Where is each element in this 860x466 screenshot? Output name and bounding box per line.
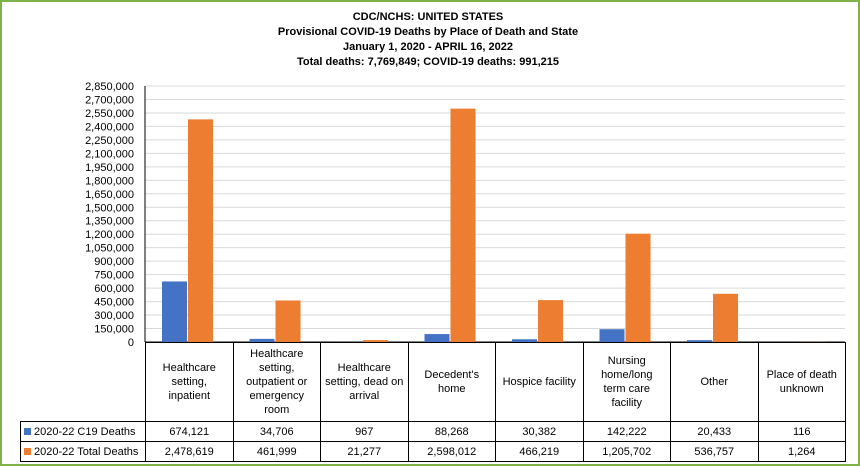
y-tick-label: 1,350,000 <box>85 216 134 228</box>
bar-c19-deaths <box>599 329 625 342</box>
title-line-1: CDC/NCHS: UNITED STATES <box>352 11 504 23</box>
category-label-line: Nursing <box>607 355 646 367</box>
gridlines <box>145 85 845 343</box>
category-label-line: home/long <box>601 369 653 381</box>
category-label-line: unknown <box>779 383 824 395</box>
legend-label-c19: 2020-22 C19 Deaths <box>34 425 136 438</box>
category-label-line: setting, dead on <box>325 376 404 388</box>
y-tick-label: 150,000 <box>94 324 134 336</box>
value-c19-deaths: 20,433 <box>670 421 759 442</box>
category-label-line: home <box>437 383 466 395</box>
bar-c19-deaths <box>249 338 275 342</box>
title-line-3: January 1, 2020 - APRIL 16, 2022 <box>343 41 513 53</box>
value-c19-deaths: 30,382 <box>495 421 584 442</box>
legend-swatch-c19 <box>24 428 31 436</box>
bars <box>162 108 826 343</box>
value-c19-deaths: 142,222 <box>582 421 671 442</box>
bar-c19-deaths <box>687 340 712 342</box>
category-label: Healthcare setting, inpatient <box>145 342 234 422</box>
title-line-4: Total deaths: 7,769,849; COVID-19 deaths… <box>296 56 560 68</box>
legend-c19: 2020-22 C19 Deaths <box>20 421 146 442</box>
category-label-line: Hospice facility <box>502 376 576 388</box>
y-tick-label: 750,000 <box>94 270 134 282</box>
value-total-deaths: 466,219 <box>495 441 584 462</box>
category-label: Nursing home/long term care facility <box>582 342 671 422</box>
category-label-line: Healthcare <box>337 362 391 374</box>
y-tick-label: 1,200,000 <box>85 229 134 241</box>
bar-c19-deaths <box>162 281 187 342</box>
legend-label-total: 2020-22 Total Deaths <box>34 445 139 458</box>
chart-title-block: CDC/NCHS: UNITED STATES Provisional COVI… <box>0 10 856 70</box>
value-total-deaths: 536,757 <box>670 441 759 462</box>
table-row-total: 2020-22 Total Deaths 2,478,619 461,999 21,… <box>20 441 846 462</box>
value-total-deaths: 1,264 <box>757 441 846 462</box>
category-label-line: Healthcare <box>250 348 304 360</box>
category-label: Other <box>670 342 759 422</box>
y-tick-label: 2,100,000 <box>85 148 134 160</box>
category-label: Healthcare setting, dead on arrival <box>320 342 409 422</box>
bar-total-deaths <box>713 293 738 342</box>
category-label-line: facility <box>611 397 643 409</box>
y-tick-label: 1,800,000 <box>85 175 134 187</box>
category-label-line: Decedent's <box>424 369 480 381</box>
category-label-line: setting, <box>259 362 295 374</box>
bar-c19-deaths <box>512 339 537 342</box>
table-corner <box>20 342 146 422</box>
category-row: Healthcare setting, inpatient Healthcare set… <box>20 342 846 422</box>
title-line-2: Provisional COVID-19 Deaths by Place of … <box>277 26 579 38</box>
y-tick-label: 2,400,000 <box>85 121 134 133</box>
category-label: Healthcare setting, outpatient or emergency… <box>232 342 321 422</box>
value-total-deaths: 21,277 <box>320 441 409 462</box>
value-c19-deaths: 674,121 <box>145 421 234 442</box>
value-total-deaths: 2,598,012 <box>407 441 496 462</box>
bar-total-deaths <box>363 340 388 342</box>
y-tick-label: 1,050,000 <box>85 243 134 255</box>
data-table: Healthcare setting, inpatient Healthcare set… <box>20 342 846 462</box>
value-c19-deaths: 967 <box>320 421 409 442</box>
category-label-line: term care <box>603 383 650 395</box>
category-label-line: arrival <box>349 390 380 402</box>
bar-c19-deaths <box>424 334 450 342</box>
bar-total-deaths <box>450 108 476 343</box>
legend-swatch-total <box>24 448 31 456</box>
category-label: Hospice facility <box>495 342 584 422</box>
y-tick-label: 600,000 <box>94 283 134 295</box>
category-label-line: emergency <box>249 390 304 402</box>
category-label-line: inpatient <box>168 390 211 402</box>
category-label-line: setting, <box>171 376 207 388</box>
category-label-line: Healthcare <box>162 362 216 374</box>
y-tick-label: 2,850,000 <box>85 81 134 93</box>
y-tick-label: 1,950,000 <box>85 162 134 174</box>
y-tick-label: 1,650,000 <box>85 189 134 201</box>
bar-total-deaths <box>188 119 213 343</box>
y-tick-label: 1,500,000 <box>85 202 134 214</box>
legend-total: 2020-22 Total Deaths <box>20 441 146 462</box>
y-tick-label: 450,000 <box>94 297 134 309</box>
table-row-c19: 2020-22 C19 Deaths 674,121 34,706 967 88,26… <box>20 421 846 442</box>
category-label: Place of death unknown <box>757 342 846 422</box>
value-c19-deaths: 88,268 <box>407 421 496 442</box>
category-label-line: Other <box>700 376 728 388</box>
value-total-deaths: 2,478,619 <box>145 441 234 462</box>
y-tick-label: 2,250,000 <box>85 135 134 147</box>
y-tick-label: 2,550,000 <box>85 108 134 120</box>
value-total-deaths: 461,999 <box>232 441 321 462</box>
value-c19-deaths: 116 <box>757 421 846 442</box>
category-label: Decedent's home <box>407 342 496 422</box>
value-total-deaths: 1,205,702 <box>582 441 671 462</box>
bar-total-deaths <box>538 300 563 342</box>
category-label-line: outpatient or <box>246 376 308 388</box>
category-label-line: Place of death <box>766 369 837 381</box>
bar-total-deaths <box>275 300 301 342</box>
bar-total-deaths <box>625 233 651 342</box>
value-c19-deaths: 34,706 <box>232 421 321 442</box>
category-label-line: room <box>264 404 290 416</box>
y-tick-label: 2,700,000 <box>85 94 134 106</box>
y-axis: 0150,000300,000450,000600,000750,000900,… <box>85 81 146 349</box>
y-tick-label: 900,000 <box>94 256 134 268</box>
y-tick-label: 300,000 <box>94 310 134 322</box>
